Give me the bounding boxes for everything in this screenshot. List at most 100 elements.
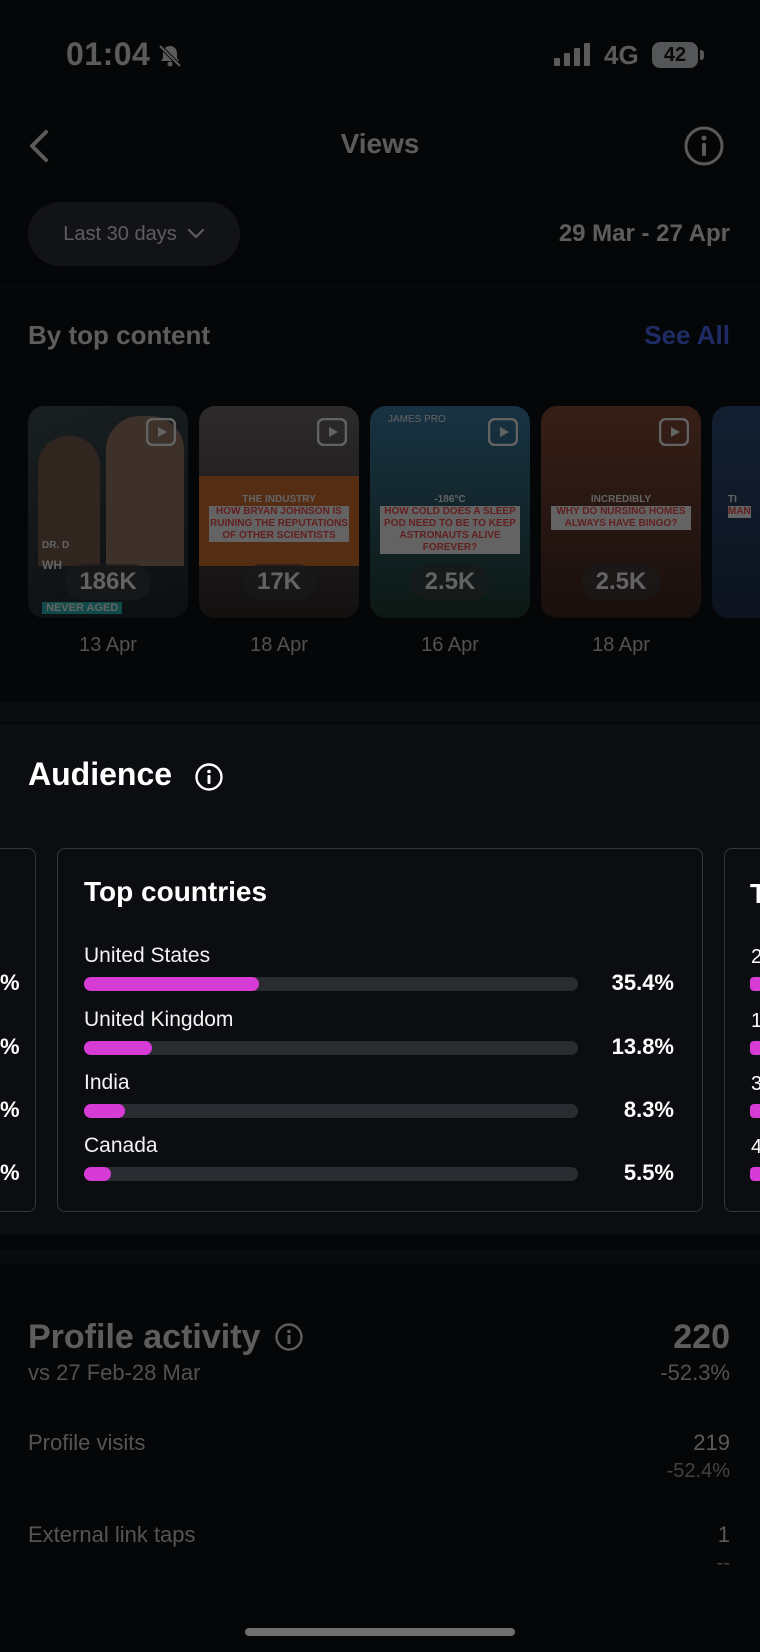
reel-thumbnail — [541, 406, 701, 618]
divider — [0, 286, 760, 287]
date-range-dates: 29 Mar - 27 Apr — [558, 220, 730, 247]
section-divider — [0, 702, 760, 722]
card-date: 18 Apr — [592, 634, 650, 656]
country-percent: 13.8% — [611, 1034, 674, 1059]
person-silhouette — [106, 416, 184, 566]
overlay-text: NEVER AGED — [42, 602, 123, 614]
view-count: 17K — [242, 564, 316, 600]
reel-thumbnail — [370, 406, 530, 618]
panel-edge-bar — [750, 977, 760, 991]
country-percent: 8.3% — [623, 1097, 674, 1122]
page-title: Views — [340, 128, 420, 159]
panel-edge-label: 3 — [751, 1073, 760, 1095]
panel-edge-bar — [750, 1167, 760, 1181]
reel-icon — [317, 418, 347, 446]
info-icon[interactable] — [682, 124, 726, 168]
panel-edge-label: 4 — [751, 1136, 760, 1158]
view-count: 2.5K — [410, 564, 490, 600]
thumbnail-caption: -186°C HOW COLD DOES A SLEEP POD NEED TO… — [380, 494, 520, 554]
panel-edge-bar — [750, 1041, 760, 1055]
panel-edge-label: 1 — [751, 1010, 760, 1032]
date-range-label: Last 30 days — [63, 222, 177, 245]
overlay-text: DR. D — [42, 540, 70, 551]
thumbnail-caption: THE INDUSTRY HOW BRYAN JOHNSON IS RUININ… — [209, 494, 349, 542]
panel-edge-value: % — [0, 970, 20, 995]
panel-edge-value: % — [0, 1097, 20, 1122]
metric-value: 1 — [717, 1522, 730, 1547]
view-count: 2.5K — [581, 564, 661, 600]
reel-icon — [659, 418, 689, 446]
see-all-link[interactable]: See All — [644, 320, 730, 350]
card-date: 13 Apr — [79, 634, 137, 656]
country-label: United Kingdom — [84, 1008, 234, 1031]
content-card[interactable]: DR. D WH NEVER AGED 186K — [28, 406, 188, 618]
reel-icon — [146, 418, 176, 446]
content-card[interactable]: THE INDUSTRY HOW BRYAN JOHNSON IS RUININ… — [199, 406, 359, 618]
top-countries-card[interactable] — [57, 848, 703, 1212]
metric-change: -52.4% — [666, 1460, 730, 1482]
metric-value: 219 — [693, 1430, 730, 1455]
battery-icon: 42 — [652, 42, 698, 68]
reel-icon — [488, 418, 518, 446]
section-divider — [0, 1250, 760, 1264]
content-card[interactable]: TI MAN — [712, 406, 760, 618]
back-chevron-icon[interactable] — [20, 124, 60, 168]
content-card[interactable]: INCREDIBLY WHY DO NURSING HOMES ALWAYS H… — [541, 406, 701, 618]
info-icon[interactable] — [274, 1322, 304, 1352]
metric-label: External link taps — [28, 1522, 196, 1547]
audience-panel-next[interactable] — [724, 848, 760, 1212]
country-bar-track — [84, 1104, 578, 1118]
battery-tip — [700, 50, 704, 60]
country-bar-track — [84, 1041, 578, 1055]
card-date: 18 Apr — [250, 634, 308, 656]
country-percent: 5.5% — [623, 1160, 674, 1185]
comparison-period: vs 27 Feb-28 Mar — [28, 1360, 201, 1385]
metric-change: -- — [716, 1552, 730, 1574]
status-bar: 01:04 4G 42 — [0, 0, 760, 110]
thumbnail-caption: INCREDIBLY WHY DO NURSING HOMES ALWAYS H… — [551, 494, 691, 530]
profile-activity-total: 220 — [673, 1318, 730, 1356]
network-type: 4G — [604, 40, 639, 70]
top-countries-title: Top countries — [84, 876, 268, 907]
country-label: Canada — [84, 1134, 158, 1157]
audience-title: Audience — [28, 756, 173, 792]
chevron-down-icon — [187, 228, 204, 239]
person-silhouette — [38, 436, 100, 566]
country-bar-fill — [84, 1041, 153, 1055]
view-count: 186K — [65, 564, 151, 600]
date-range-dropdown[interactable]: Last 30 days — [28, 202, 240, 266]
country-bar-fill — [84, 1104, 125, 1118]
signal-icon — [554, 43, 590, 66]
profile-activity-title: Profile activity — [28, 1318, 261, 1356]
home-indicator[interactable] — [245, 1628, 515, 1636]
top-content-heading: By top content — [28, 320, 210, 350]
metric-label: Profile visits — [28, 1430, 146, 1455]
reel-thumbnail — [712, 406, 760, 618]
country-label: United States — [84, 944, 211, 967]
country-label: India — [84, 1071, 130, 1094]
status-time: 01:04 — [66, 36, 151, 72]
panel-edge-bar — [750, 1104, 760, 1118]
panel-edge-value: % — [0, 1160, 20, 1185]
panel-edge-value: % — [0, 1034, 20, 1059]
country-bar-fill — [84, 977, 259, 991]
country-bar-fill — [84, 1167, 112, 1181]
panel-edge-title: T — [750, 878, 760, 909]
overlay-text: JAMES PRO — [388, 414, 446, 425]
bell-muted-icon — [158, 44, 182, 68]
content-card[interactable]: JAMES PRO -186°C HOW COLD DOES A SLEEP P… — [370, 406, 530, 618]
thumbnail-panel — [199, 476, 359, 566]
thumbnail-caption: TI MAN — [728, 494, 751, 518]
profile-activity-change: -52.3% — [660, 1360, 730, 1385]
country-bar-track — [84, 1167, 578, 1181]
country-percent: 35.4% — [611, 970, 674, 995]
audience-panel-previous[interactable] — [0, 848, 36, 1212]
panel-edge-label: 2 — [751, 946, 760, 968]
country-bar-track — [84, 977, 578, 991]
reel-thumbnail — [199, 406, 359, 618]
reel-thumbnail — [28, 406, 188, 618]
overlay-text: WH — [42, 558, 62, 572]
card-date: 16 Apr — [421, 634, 479, 656]
info-icon[interactable] — [194, 762, 224, 792]
top-content-carousel[interactable]: DR. D WH NEVER AGED 186K 13 Apr THE INDU… — [28, 406, 760, 666]
